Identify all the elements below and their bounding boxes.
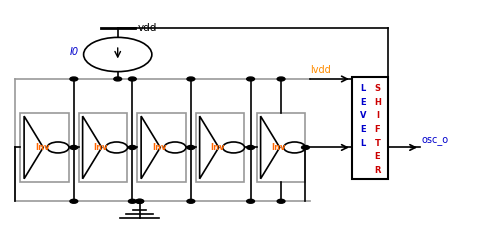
Circle shape	[114, 77, 122, 81]
Circle shape	[277, 77, 285, 81]
Text: lvdd: lvdd	[310, 65, 330, 75]
Circle shape	[128, 199, 136, 203]
Circle shape	[136, 199, 143, 203]
Circle shape	[164, 142, 185, 153]
Text: I: I	[375, 111, 378, 120]
Polygon shape	[141, 116, 160, 179]
Circle shape	[186, 199, 194, 203]
Text: Inv: Inv	[93, 143, 108, 152]
Polygon shape	[24, 116, 43, 179]
Circle shape	[105, 142, 127, 153]
Circle shape	[246, 199, 254, 203]
Circle shape	[186, 77, 194, 81]
Circle shape	[277, 199, 285, 203]
Polygon shape	[82, 116, 102, 179]
Bar	[195, 113, 244, 182]
Circle shape	[246, 145, 254, 149]
Text: E: E	[359, 125, 365, 134]
Text: E: E	[359, 98, 365, 107]
Bar	[351, 77, 387, 179]
Bar	[137, 113, 185, 182]
Circle shape	[222, 142, 244, 153]
Text: L: L	[359, 84, 365, 93]
Text: R: R	[373, 166, 380, 175]
Circle shape	[283, 142, 305, 153]
Text: T: T	[374, 139, 380, 148]
Text: H: H	[373, 98, 380, 107]
Circle shape	[128, 145, 136, 149]
Text: Inv: Inv	[210, 143, 224, 152]
Circle shape	[136, 199, 143, 203]
Text: S: S	[374, 84, 380, 93]
Circle shape	[47, 142, 69, 153]
Text: Inv: Inv	[152, 143, 166, 152]
Circle shape	[70, 145, 78, 149]
Text: vdd: vdd	[137, 23, 156, 33]
Circle shape	[246, 77, 254, 81]
Text: L: L	[359, 139, 365, 148]
Text: F: F	[374, 125, 379, 134]
Text: E: E	[374, 152, 379, 161]
Text: Inv: Inv	[271, 143, 285, 152]
Polygon shape	[260, 116, 279, 179]
Circle shape	[128, 77, 136, 81]
Bar	[256, 113, 305, 182]
Text: V: V	[359, 111, 365, 120]
Bar	[20, 113, 69, 182]
Circle shape	[186, 145, 194, 149]
Text: Inv: Inv	[35, 143, 49, 152]
Circle shape	[301, 145, 309, 149]
Circle shape	[83, 37, 152, 72]
Circle shape	[70, 77, 78, 81]
Circle shape	[70, 199, 78, 203]
Polygon shape	[199, 116, 218, 179]
Text: osc_o: osc_o	[421, 135, 447, 145]
Bar	[79, 113, 127, 182]
Text: I0: I0	[69, 47, 79, 57]
